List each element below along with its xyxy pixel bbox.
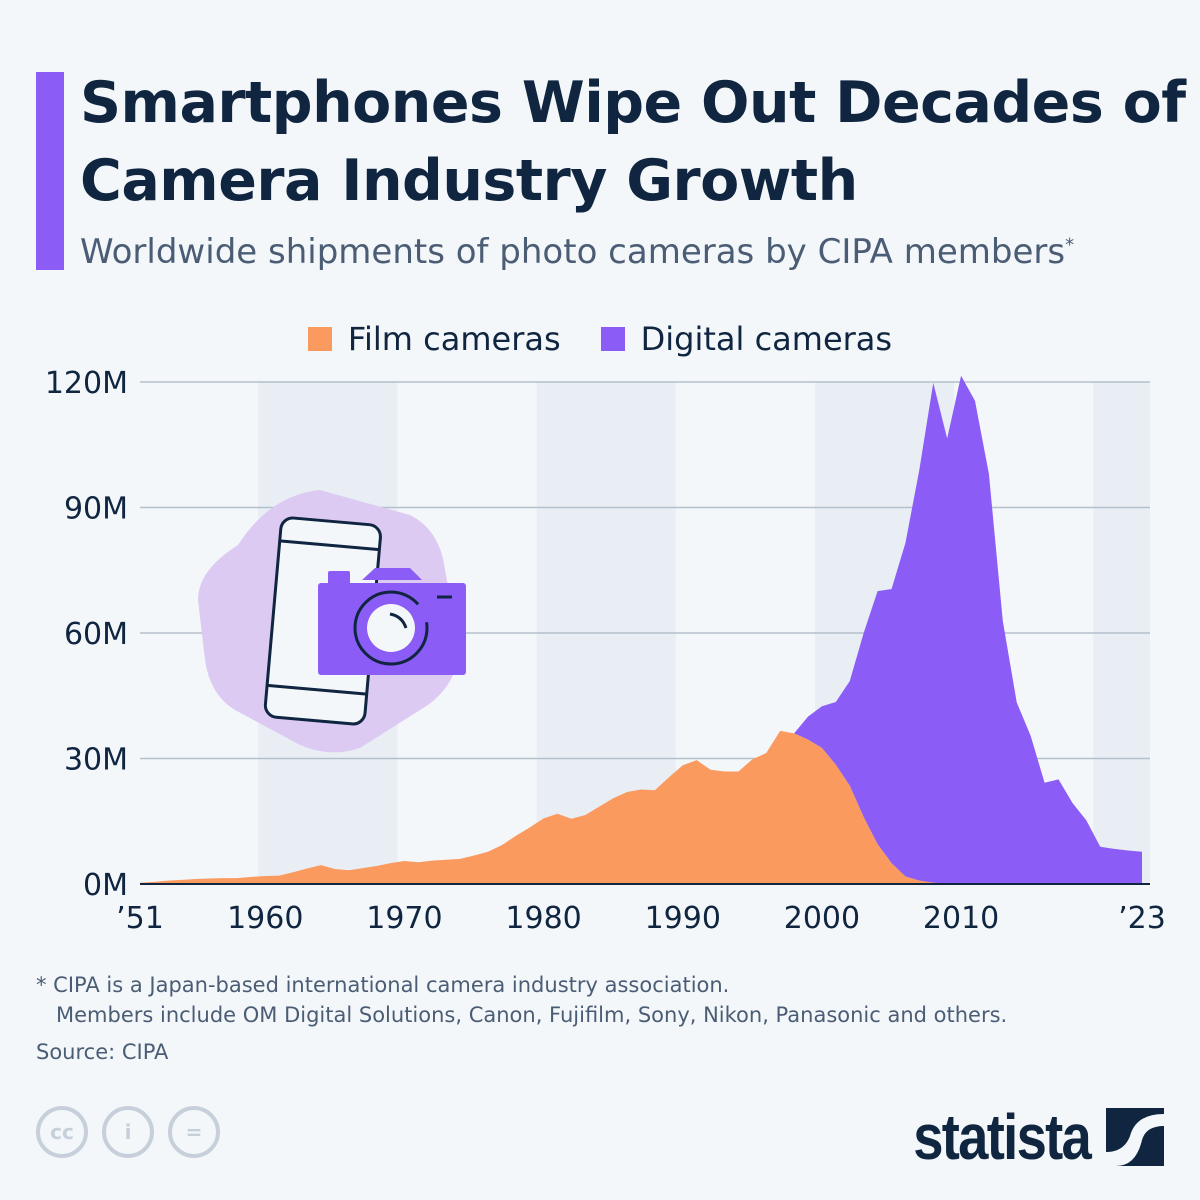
license-icons: cc i =	[36, 1106, 220, 1158]
x-tick-label: 2000	[784, 901, 860, 936]
digital-cameras-area	[794, 375, 1142, 884]
title-accent-bar	[36, 72, 64, 270]
film-cameras-area	[140, 730, 1142, 884]
statista-logo[interactable]: statista	[882, 1100, 1164, 1174]
legend: Film cameras Digital cameras	[0, 320, 1200, 358]
x-tick-label: ’51	[116, 901, 164, 936]
x-tick-label: 1960	[227, 901, 303, 936]
subtitle-text: Worldwide shipments of photo cameras by …	[80, 232, 1066, 272]
x-tick-label: 2010	[923, 901, 999, 936]
y-tick-label: 90M	[64, 492, 128, 527]
footnote-line-1: * CIPA is a Japan-based international ca…	[36, 973, 730, 997]
legend-item-film: Film cameras	[307, 320, 561, 358]
statista-logo-mark-icon	[1106, 1108, 1164, 1166]
y-tick-label: 60M	[64, 617, 128, 652]
x-tick-label: ’23	[1118, 901, 1166, 936]
x-tick-label: 1980	[505, 901, 581, 936]
attribution-icon[interactable]: i	[102, 1106, 154, 1158]
legend-swatch-digital	[600, 327, 625, 351]
statista-logo-text: statista	[913, 1101, 1092, 1173]
legend-item-digital: Digital cameras	[600, 320, 893, 358]
y-tick-label: 120M	[45, 366, 128, 401]
legend-label-film: Film cameras	[347, 320, 561, 358]
footnote-line-2: Members include OM Digital Solutions, Ca…	[56, 1003, 1008, 1027]
no-derivatives-icon[interactable]: =	[168, 1106, 220, 1158]
page-title: Smartphones Wipe Out Decades of Camera I…	[80, 70, 1186, 214]
source-label: Source: CIPA	[36, 1040, 169, 1064]
area-chart: 0M 30M 60M 90M 120M ’51 1960 1970 1980 1990 2000 2…	[45, 366, 1166, 936]
camera-icon	[318, 568, 466, 675]
legend-swatch-film	[307, 327, 332, 351]
y-tick-label: 0M	[83, 868, 128, 903]
cc-icon[interactable]: cc	[36, 1106, 88, 1158]
smartphone-camera-illustration	[198, 490, 466, 753]
y-tick-label: 30M	[64, 743, 128, 778]
x-tick-label: 1970	[366, 901, 442, 936]
x-tick-label: 1990	[645, 901, 721, 936]
legend-label-digital: Digital cameras	[640, 320, 893, 358]
page-subtitle: Worldwide shipments of photo cameras by …	[80, 232, 1074, 272]
footnote: * CIPA is a Japan-based international ca…	[36, 970, 1007, 1030]
subtitle-footnote-marker: *	[1065, 234, 1075, 256]
